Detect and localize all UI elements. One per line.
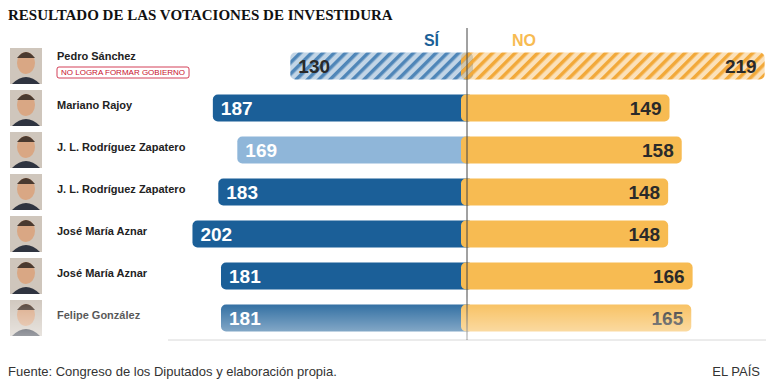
portrait-bg [10,174,42,210]
bar-si [192,221,473,248]
category-label: José María Aznar [57,225,148,237]
annotation: NO LOGRA FORMAR GOBIERNO [57,67,189,78]
portrait-hair [17,262,35,268]
axis-line [168,340,766,341]
bar-no [461,179,668,206]
portrait [10,258,42,294]
category-label: Pedro Sánchez [57,50,136,62]
bar-si [213,95,473,122]
category-label: Mariano Rajoy [57,99,133,111]
portrait-face [17,304,35,326]
portrait-bg [10,90,42,126]
data-label: 183 [226,182,258,203]
category-label: José María Aznar [57,267,148,279]
portrait-hair [17,52,35,58]
series-header: SÍ [424,31,440,49]
credit: EL PAÍS [712,364,760,379]
portrait [10,300,42,336]
portrait [10,90,42,126]
portrait-bg [10,132,42,168]
bar-si [237,137,473,164]
portrait-bg [10,48,42,84]
bar-no [461,95,670,122]
data-label: 149 [630,98,662,119]
portrait [10,174,42,210]
portrait-face [17,136,35,158]
data-label: 169 [245,140,277,161]
title: RESULTADO DE LAS VOTACIONES DE INVESTIDU… [8,7,393,23]
portrait-body [12,245,40,252]
category-label: J. L. Rodríguez Zapatero [57,183,186,195]
portrait-bg [10,258,42,294]
series-header: NO [512,32,536,49]
category-label: Felipe González [57,309,141,321]
portrait-bg [10,300,42,336]
portrait-body [12,329,40,336]
data-label: 166 [653,266,685,287]
portrait [10,216,42,252]
portrait-hair [17,178,35,184]
portrait-face [17,94,35,116]
center-line [467,28,468,340]
bars [192,53,764,332]
data-label: 148 [628,182,660,203]
category-label: J. L. Rodríguez Zapatero [57,141,186,153]
bar-no [461,305,691,332]
portrait-hair [17,220,35,226]
data-label: 130 [298,56,330,77]
bar-no [461,53,765,80]
portrait-face [17,52,35,74]
bar-no [461,221,668,248]
data-label: 158 [642,140,674,161]
annotation-box [57,67,189,78]
data-label: 219 [725,56,757,77]
portrait-body [12,287,40,294]
source: Fuente: Congreso de los Diputados y elab… [8,364,337,379]
bar-si [218,179,473,206]
portrait-body [12,161,40,168]
portrait-face [17,262,35,284]
portrait-body [12,119,40,126]
fade-overlay [0,296,768,339]
portrait-face [17,178,35,200]
portrait-hair [17,304,35,310]
bar-no [461,137,682,164]
data-label: 148 [628,224,660,245]
data-label: 187 [221,98,253,119]
portrait-body [12,77,40,84]
portrait [10,48,42,84]
bar-si [290,53,473,80]
data-label: 165 [652,308,684,329]
portrait-bg [10,216,42,252]
portrait-hair [17,136,35,142]
portrait-face [17,220,35,242]
data-label: 181 [229,266,261,287]
chart: RESULTADO DE LAS VOTACIONES DE INVESTIDU… [0,0,768,390]
data-label: 181 [229,308,261,329]
bar-no [461,263,693,290]
portrait-hair [17,94,35,100]
portrait-body [12,203,40,210]
labels: 130 219 187 149 169 158 183 148 202 148 181 166 181 1… [200,56,756,329]
data-label: 202 [200,224,232,245]
bar-si [221,305,473,332]
portrait [10,132,42,168]
bar-si [221,263,473,290]
annotation-text: NO LOGRA FORMAR GOBIERNO [61,68,185,77]
